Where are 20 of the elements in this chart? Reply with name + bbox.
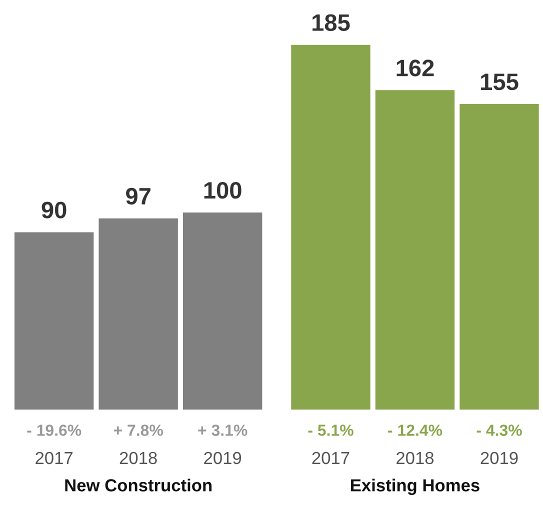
x-axis-title: New Construction (65, 478, 212, 492)
data-label: 155 (481, 74, 518, 90)
data-label: 162 (396, 60, 434, 76)
data-label: 185 (312, 14, 350, 31)
data-label: 90 (42, 202, 66, 218)
x-tick-label: 2018 (120, 452, 157, 464)
x-tick-label: 2019 (480, 452, 518, 464)
text: - 5.1% (308, 424, 354, 436)
text: - 19.6% (27, 424, 82, 436)
text: - 12.4% (388, 424, 442, 436)
data-label: 97 (126, 188, 150, 205)
x-tick-label: 2018 (396, 452, 434, 464)
x-tick-label: 2017 (312, 452, 350, 464)
text: + 3.1% (198, 424, 248, 436)
data-label: 100 (204, 182, 242, 199)
x-tick-label: 2017 (36, 452, 73, 464)
x-axis-title: Existing Homes (351, 478, 480, 495)
text: + 7.8% (114, 424, 163, 436)
x-tick-label: 2019 (204, 452, 242, 464)
text: - 4.3% (476, 424, 522, 436)
